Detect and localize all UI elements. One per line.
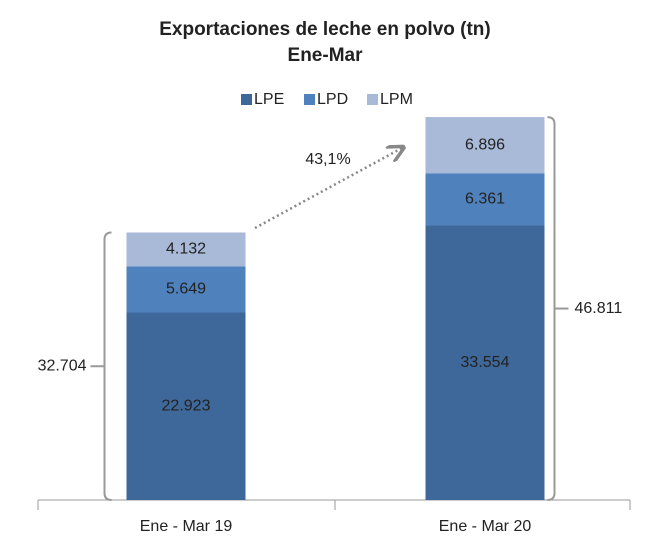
data-label: 4.132: [166, 241, 206, 258]
legend-label: LPE: [254, 91, 284, 108]
chart-subtitle: Ene-Mar: [288, 45, 364, 66]
bar-segment: [425, 173, 545, 226]
data-label: 5.649: [166, 281, 206, 298]
chart-title: Exportaciones de leche en polvo (tn): [159, 19, 491, 40]
x-tick-label: Ene - Mar 19: [140, 518, 233, 535]
legend-swatch: [367, 94, 378, 105]
legend-label: LPD: [317, 91, 348, 108]
bar-segment: [126, 232, 246, 267]
bar-segment: [425, 225, 545, 501]
data-label: 6.896: [465, 137, 505, 154]
legend-swatch: [304, 94, 315, 105]
bar-segment: [425, 117, 545, 174]
x-tick-label: Ene - Mar 20: [439, 518, 532, 535]
data-label: 6.361: [465, 191, 505, 208]
total-label: 32.704: [38, 357, 87, 374]
data-label: 22.923: [162, 397, 211, 414]
total-label: 46.811: [575, 300, 623, 317]
growth-label: 43,1%: [305, 151, 350, 168]
legend-label: LPM: [380, 91, 413, 108]
total-bracket: [103, 231, 112, 501]
total-bracket: [547, 116, 556, 501]
data-label: 33.554: [461, 354, 510, 371]
bar-segment: [126, 266, 246, 313]
legend-swatch: [241, 94, 252, 105]
bar-segment: [126, 312, 246, 500]
